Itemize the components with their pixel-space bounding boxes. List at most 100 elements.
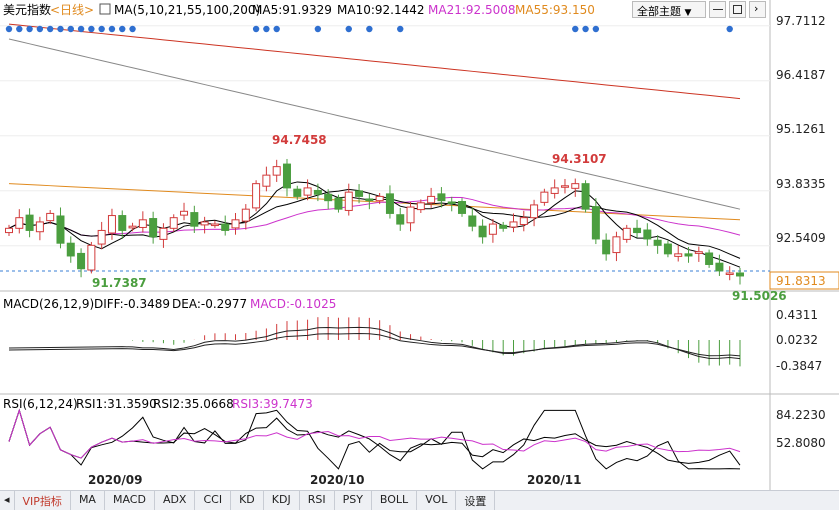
tab-kd[interactable]: KD xyxy=(231,491,264,510)
candle-up xyxy=(128,225,137,229)
tab-ma[interactable]: MA xyxy=(71,491,105,510)
ma5-value: MA5:91.9329 xyxy=(252,3,332,17)
macd-tick-1: 0.4311 xyxy=(776,308,818,322)
candle-up xyxy=(694,251,703,254)
signal-dot xyxy=(5,25,13,33)
last-price-box xyxy=(769,271,839,290)
ma10-line xyxy=(8,188,741,259)
tab-cci[interactable]: CCI xyxy=(195,491,232,510)
tab-kdj[interactable]: KDJ xyxy=(264,491,300,510)
tab-vip[interactable]: VIP指标 xyxy=(15,491,71,510)
signal-dot xyxy=(129,25,136,33)
signal-dot xyxy=(345,25,352,33)
tab-adx[interactable]: ADX xyxy=(155,491,196,510)
minus-icon xyxy=(713,9,723,10)
collapse-button[interactable] xyxy=(709,1,726,18)
tab-macd[interactable]: MACD xyxy=(105,491,155,510)
macd-tick-2: 0.0232 xyxy=(776,333,818,347)
ma21-line xyxy=(8,196,741,237)
candle-up xyxy=(5,227,13,234)
tab-boll[interactable]: BOLL xyxy=(372,491,418,510)
x-tick-3: 2020/11 xyxy=(527,473,581,487)
period-selector[interactable]: <日线> xyxy=(50,3,94,17)
signal-dot xyxy=(397,25,404,33)
candle-down xyxy=(458,201,467,214)
tab-vol[interactable]: VOL xyxy=(417,491,457,510)
candle-up xyxy=(375,195,384,202)
signal-dot xyxy=(572,25,579,33)
candle-up xyxy=(262,174,271,187)
signal-dot xyxy=(67,25,74,33)
ma-settings-icon[interactable] xyxy=(99,3,111,15)
signal-dot xyxy=(108,25,116,33)
candle-up xyxy=(241,208,250,222)
macd-panel xyxy=(8,316,741,367)
signal-dot xyxy=(26,25,33,33)
candle-down xyxy=(591,206,600,240)
candle-down xyxy=(663,243,672,255)
candle-up xyxy=(530,204,539,219)
candle-up xyxy=(107,215,116,234)
ma10-value: MA10:92.1442 xyxy=(337,3,425,17)
signal-dot xyxy=(46,25,54,33)
signal-dot xyxy=(77,25,85,33)
candle-down xyxy=(149,218,158,238)
tab-rsi[interactable]: RSI xyxy=(300,491,335,510)
ma55-line xyxy=(8,183,741,221)
ma200-line xyxy=(8,23,741,100)
candle-up xyxy=(272,166,281,176)
signal-dot xyxy=(726,25,733,33)
signal-dot xyxy=(88,25,95,33)
macd-diff: DIFF:-0.3489 xyxy=(94,297,170,311)
signal-dot xyxy=(119,25,126,33)
diff-line xyxy=(8,326,741,360)
candle-up xyxy=(571,183,580,189)
ma-title: MA(5,10,21,55,100,200) xyxy=(114,3,260,17)
chevron-right-icon: › xyxy=(754,2,759,15)
price-tick-2: 96.4187 xyxy=(776,68,826,82)
candle-down xyxy=(396,214,405,225)
rsi1-value: RSI1:31.3590 xyxy=(76,397,157,411)
candle-up xyxy=(138,219,147,228)
tab-settings[interactable]: 设置 xyxy=(456,491,496,510)
candle-up xyxy=(87,244,96,271)
candle-up xyxy=(488,223,497,235)
price-tick-1: 97.7112 xyxy=(776,14,826,28)
candle-down xyxy=(365,198,374,202)
candle-down xyxy=(653,239,662,246)
candle-up xyxy=(210,223,219,227)
signal-dot xyxy=(263,25,270,33)
candle-down xyxy=(602,239,611,255)
candle-up xyxy=(35,221,44,233)
theme-button[interactable]: 全部主题 ▼ xyxy=(632,1,706,18)
indicator-tab-bar: ◂ VIP指标 MA MACD ADX CCI KD KDJ RSI PSY B… xyxy=(0,490,839,510)
tab-psy[interactable]: PSY xyxy=(335,491,372,510)
candle-down xyxy=(25,214,34,231)
next-button[interactable]: › xyxy=(749,1,766,18)
signal-dots xyxy=(5,25,733,33)
price-tick-4: 93.8335 xyxy=(776,177,826,191)
candle-up xyxy=(46,212,55,222)
ma55-value: MA55:93.150 xyxy=(515,3,595,17)
ma100-line xyxy=(8,38,741,210)
candle-down xyxy=(468,215,477,227)
candle-down xyxy=(499,224,508,229)
candle-up xyxy=(180,210,189,216)
rsi2-line xyxy=(8,408,741,466)
tab-prev-arrow[interactable]: ◂ xyxy=(0,491,15,510)
candle-down xyxy=(66,242,75,257)
candle-up xyxy=(344,191,353,211)
candle-down xyxy=(221,223,230,231)
x-tick-2: 2020/10 xyxy=(310,473,364,487)
macd-dea: DEA:-0.2977 xyxy=(172,297,247,311)
rsi2-value: RSI2:35.0668 xyxy=(153,397,234,411)
candle-up xyxy=(15,217,24,229)
low-annotation-1: 91.7387 xyxy=(92,276,147,290)
candle-up xyxy=(519,217,528,225)
candle-up xyxy=(725,272,734,275)
candle-up xyxy=(612,236,621,254)
theme-button-label: 全部主题 xyxy=(637,5,681,18)
signal-dot xyxy=(592,25,600,33)
maximize-button[interactable] xyxy=(729,1,746,18)
